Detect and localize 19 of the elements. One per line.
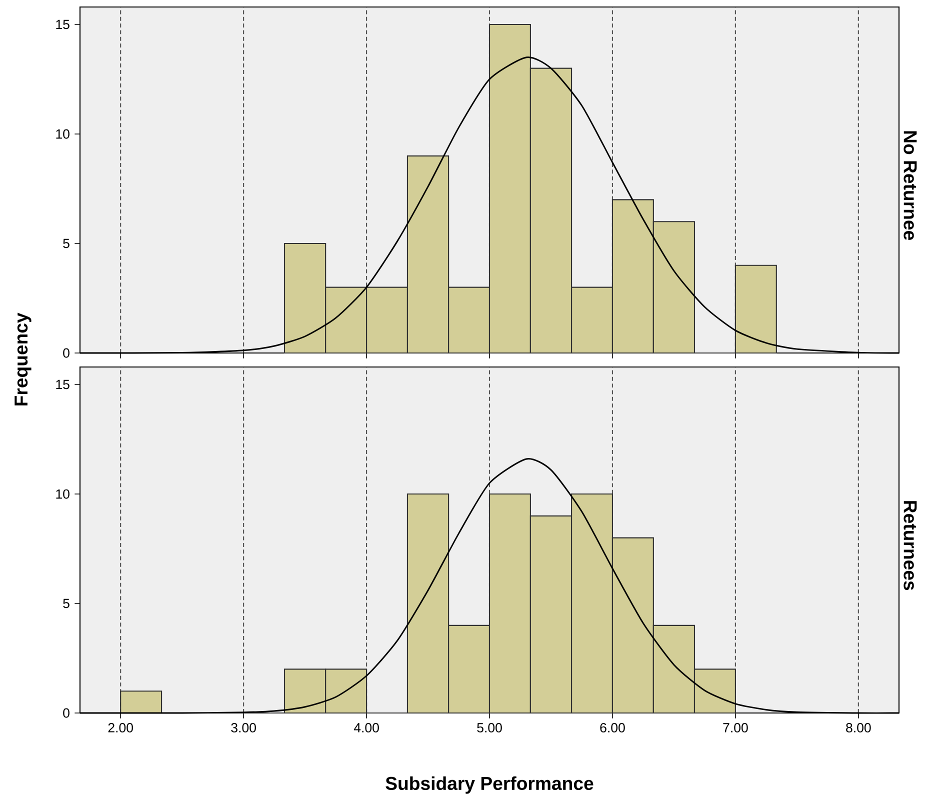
y-tick-label: 10 xyxy=(56,129,70,139)
x-tick-label: 8.00 xyxy=(846,723,871,732)
y-tick-label: 5 xyxy=(63,238,70,248)
x-tick-label: 6.00 xyxy=(600,723,625,732)
y-tick-label: 10 xyxy=(56,489,70,499)
y-tick-label: 0 xyxy=(63,348,70,358)
x-tick-label: 4.00 xyxy=(354,723,379,732)
x-tick-label: 5.00 xyxy=(477,723,502,732)
y-tick-label: 15 xyxy=(56,380,70,390)
text: Returnees xyxy=(904,501,917,590)
y-tick-label: 0 xyxy=(63,708,70,718)
x-axis-title: Subsidary Performance xyxy=(386,776,594,794)
x-tick-label: 3.00 xyxy=(231,723,256,732)
y-tick-label: 5 xyxy=(63,598,70,608)
x-tick-label: 7.00 xyxy=(723,723,748,732)
y-tick-label: 15 xyxy=(56,20,70,30)
y-axis-title: Frequency xyxy=(14,312,32,406)
x-tick-label: 2.00 xyxy=(108,723,133,732)
text: No Returnee xyxy=(904,131,917,240)
